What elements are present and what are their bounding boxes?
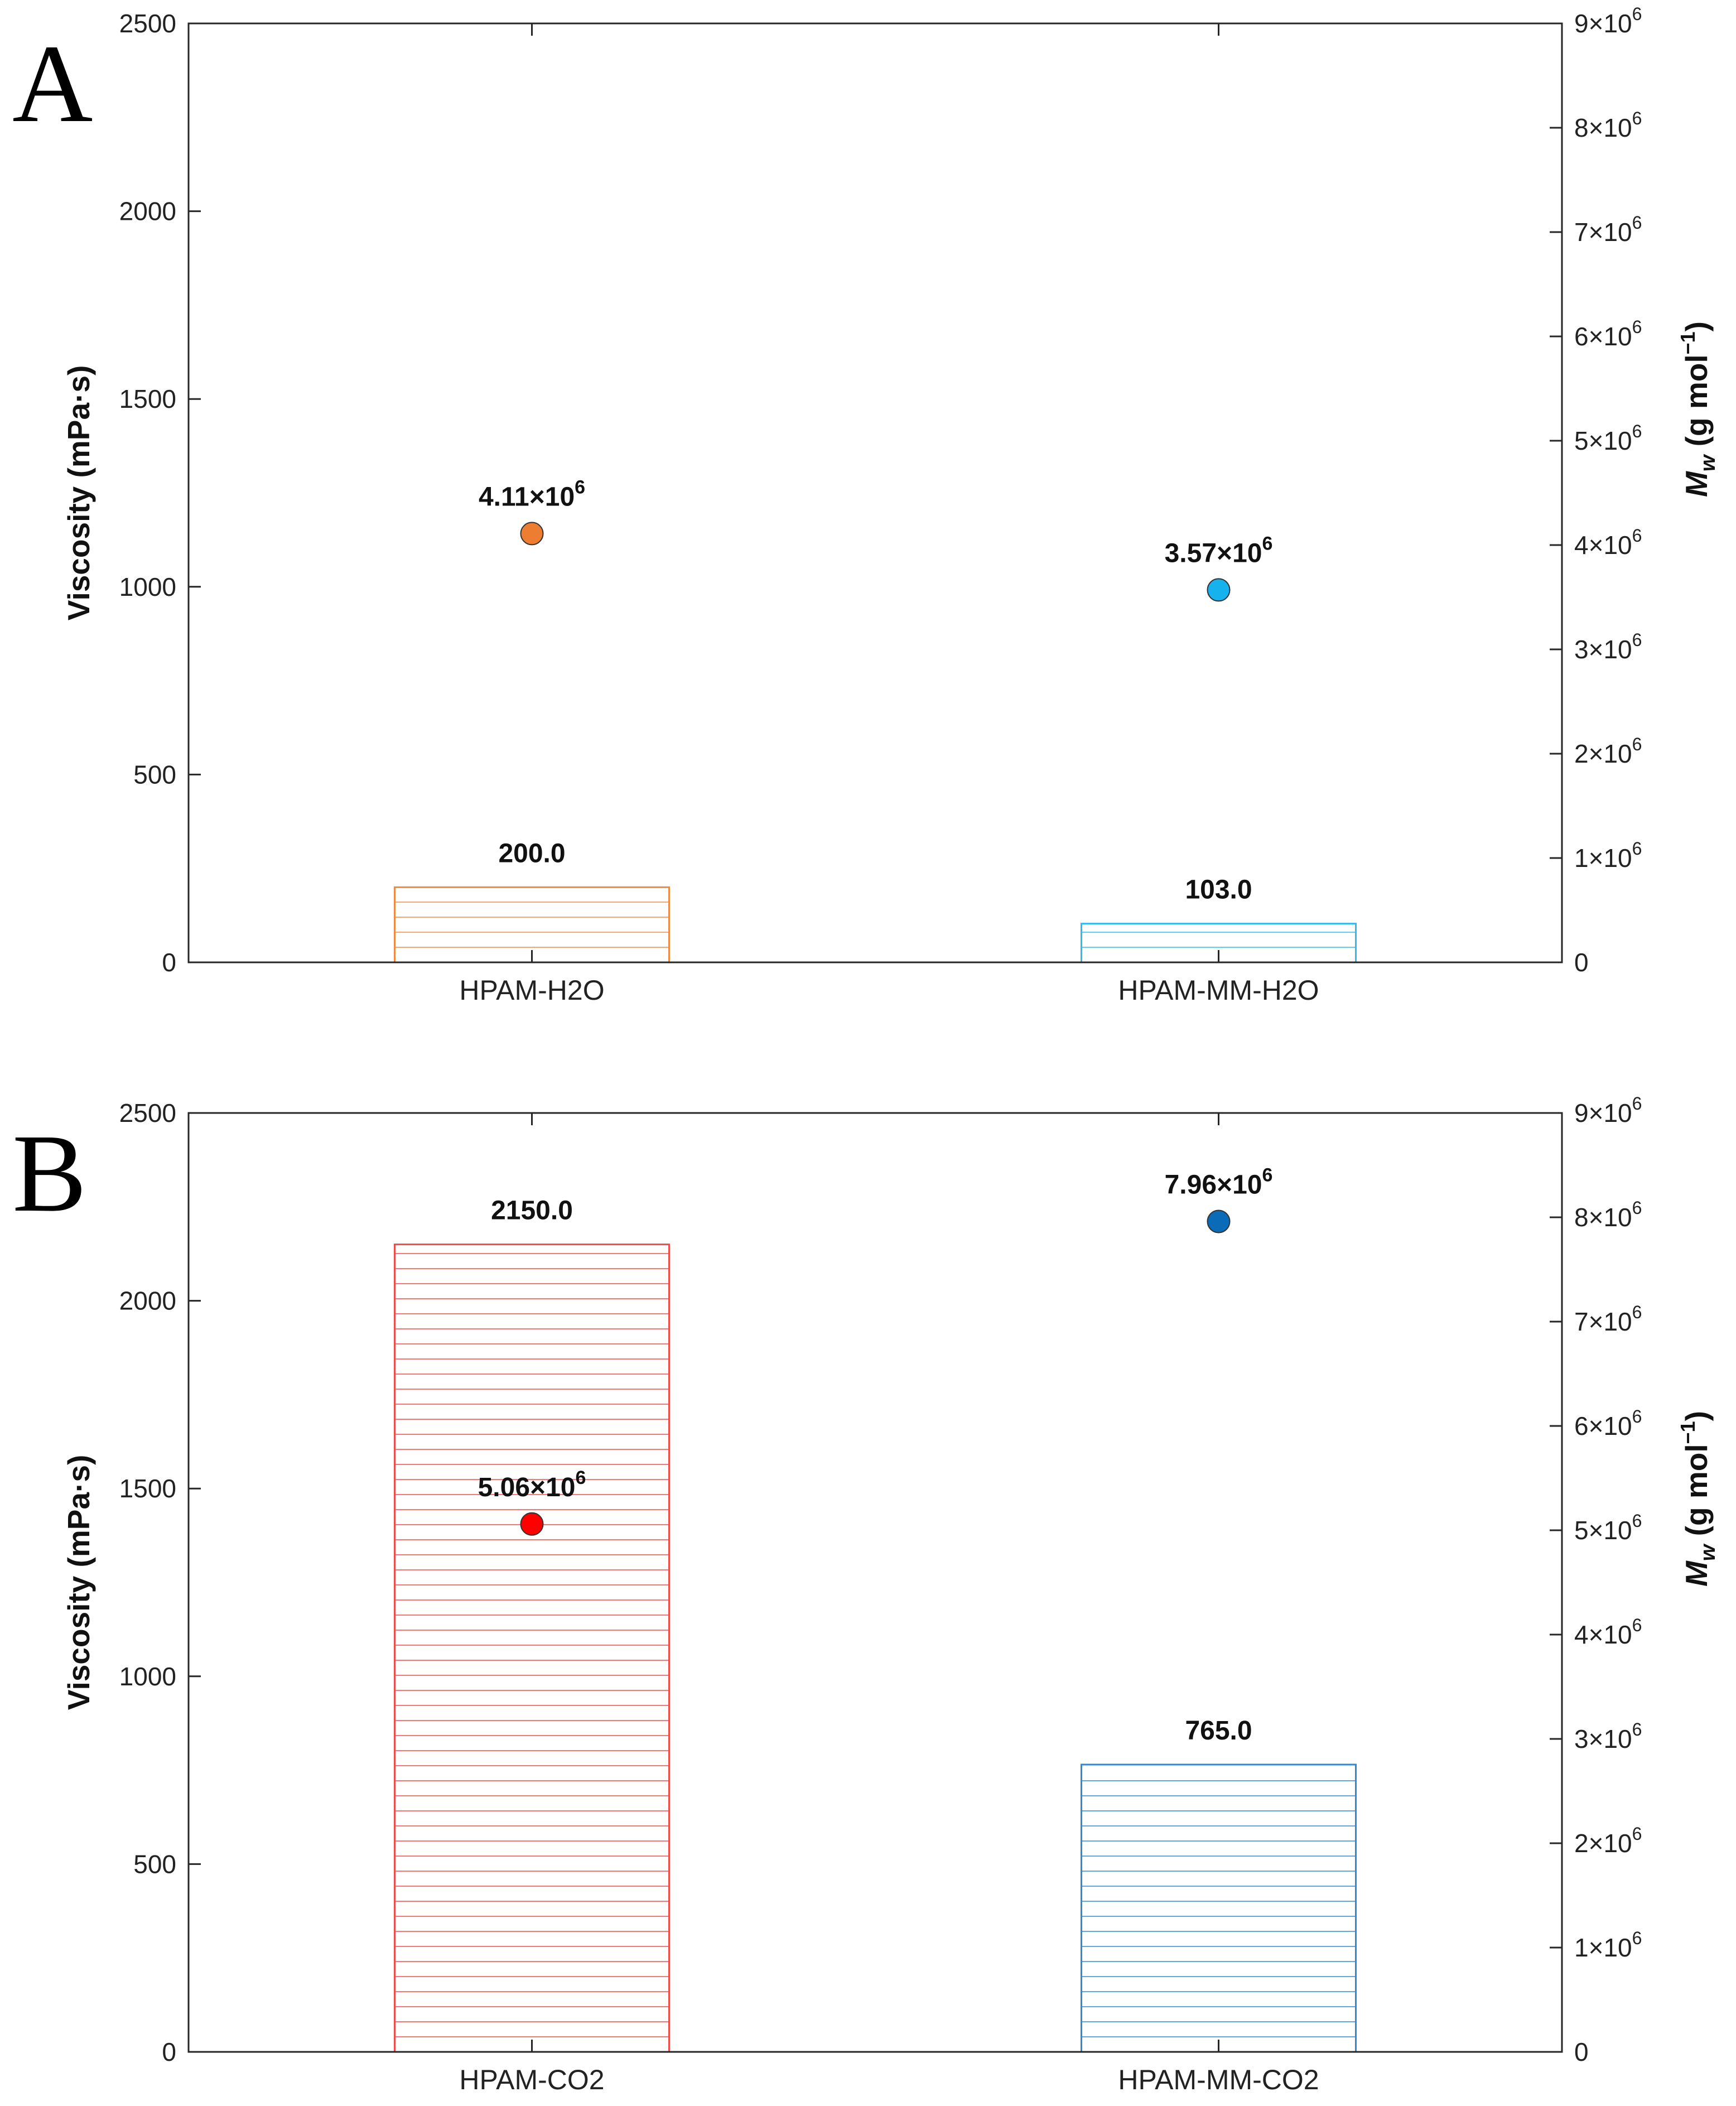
y-tick-label: 500: [133, 1849, 176, 1878]
y2-tick-label: 9×106: [1574, 4, 1642, 38]
y-tick-label: 500: [133, 760, 176, 789]
y-tick-label: 2500: [119, 9, 176, 38]
y2-tick-label: 6×106: [1574, 1406, 1642, 1440]
mw-point: [520, 1512, 544, 1536]
y-tick-label: 1000: [119, 572, 176, 601]
y-tick-label: 1500: [119, 1474, 176, 1503]
y-tick-label: 1000: [119, 1662, 176, 1691]
panel-label: B: [12, 1112, 86, 1235]
y-tick-label: 2000: [119, 197, 176, 226]
y-tick-label: 2000: [119, 1286, 176, 1315]
x-category-label: HPAM-H2O: [459, 975, 604, 1006]
chart-panel-b: B 2150.0 765.0 0 500 1000 1500 2000 2500 0 1×106 2×…: [12, 1093, 1720, 2095]
y-axis-title: Viscosity (mPa·s): [61, 1455, 96, 1710]
y2-tick-label: 0: [1574, 948, 1589, 977]
y2-tick-label: 8×106: [1574, 1198, 1642, 1232]
y-tick-label: 0: [162, 948, 176, 977]
bar: [394, 1244, 670, 2053]
bar-value-label: 2150.0: [491, 1196, 573, 1226]
y-tick-label: 0: [162, 2037, 176, 2066]
bar-outline: [1081, 1763, 1357, 2053]
y-tick-label: 1500: [119, 384, 176, 413]
panel-label: A: [12, 22, 93, 146]
y2-tick-label: 7×106: [1574, 1302, 1642, 1336]
axes-frame: [187, 1112, 1563, 2053]
mw-point: [1207, 578, 1231, 602]
mw-point: [520, 522, 544, 546]
axes-frame: [187, 22, 1563, 963]
y2-tick-label: 3×106: [1574, 1719, 1642, 1753]
y2-tick-label: 8×106: [1574, 108, 1642, 142]
y2-tick-label: 6×106: [1574, 317, 1642, 351]
x-category-label: HPAM-CO2: [459, 2064, 604, 2095]
bar-value-label: 200.0: [498, 838, 565, 868]
bar-value-label: 765.0: [1185, 1716, 1252, 1746]
mw-point-label: 3.57×106: [1165, 533, 1273, 568]
x-category-label: HPAM-MM-CO2: [1118, 2064, 1319, 2095]
y2-tick-label: 7×106: [1574, 213, 1642, 247]
y2-tick-label: 9×106: [1574, 1093, 1642, 1127]
y2-tick-label: 4×106: [1574, 1615, 1642, 1649]
bar-value-label: 103.0: [1185, 875, 1252, 905]
mw-point-label: 7.96×106: [1165, 1164, 1273, 1199]
bar: [1081, 1763, 1357, 2053]
mw-point-label: 4.11×106: [479, 476, 585, 512]
y2-tick-label: 4×106: [1574, 526, 1642, 560]
chart-panel-a: A 200.0 103.0 0 500 1000 1500 2000 2500 0 1×106 2×1…: [12, 4, 1720, 1006]
y2-tick-label: 3×106: [1574, 630, 1642, 664]
y2-tick-label: 1×106: [1574, 1928, 1642, 1962]
y2-axis-title: Mw (g mol−1): [1676, 321, 1720, 497]
y2-tick-label: 5×106: [1574, 421, 1642, 455]
y2-tick-label: 2×106: [1574, 734, 1642, 768]
y2-tick-label: 0: [1574, 2037, 1589, 2066]
y2-tick-label: 2×106: [1574, 1824, 1642, 1858]
y-axis-title: Viscosity (mPa·s): [61, 365, 96, 621]
mw-point-label: 5.06×106: [478, 1467, 586, 1502]
y2-axis-title: Mw (g mol−1): [1676, 1411, 1720, 1587]
bar-outline: [394, 1244, 670, 2053]
mw-point: [1207, 1209, 1231, 1233]
y2-tick-label: 1×106: [1574, 838, 1642, 873]
y2-tick-label: 5×106: [1574, 1511, 1642, 1545]
x-category-label: HPAM-MM-H2O: [1118, 975, 1319, 1006]
y-tick-label: 2500: [119, 1098, 176, 1127]
